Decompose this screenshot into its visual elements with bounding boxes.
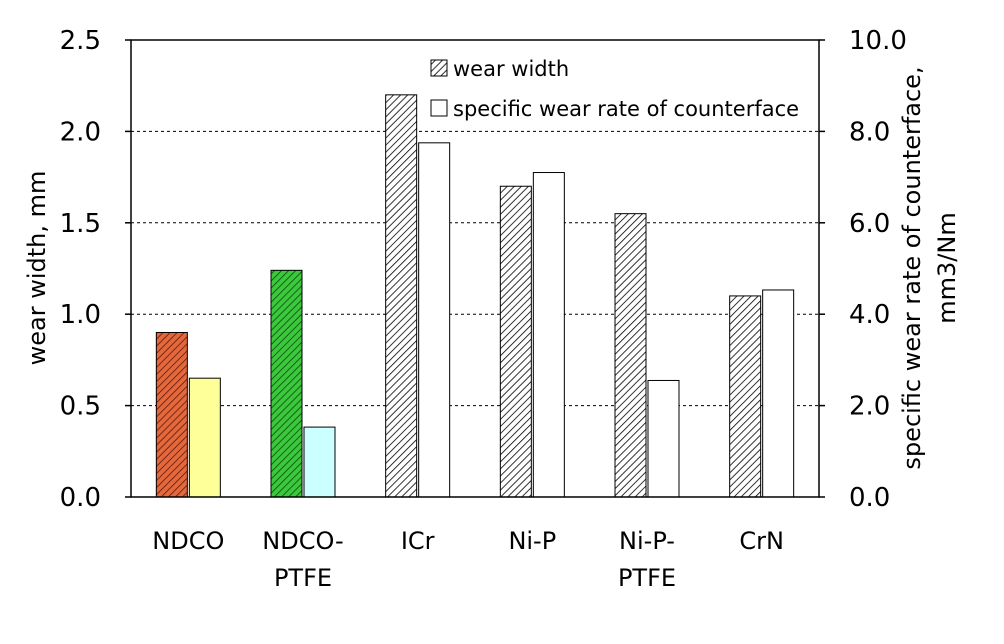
left-tick-label: 1.0: [60, 300, 101, 330]
left-tick-label: 2.0: [60, 117, 101, 147]
left-tick-label: 2.5: [60, 26, 101, 56]
bar-specific-wear-rate: [762, 289, 795, 498]
category-labels: NDCO NDCO- PTFE ICr Ni-P Ni-P- PTFE CrN: [152, 527, 784, 592]
bar-wear-width: [729, 295, 762, 498]
category-label: PTFE: [274, 564, 332, 592]
right-tick-label: 2.0: [849, 392, 890, 422]
left-tick-label: 1.5: [60, 209, 101, 239]
left-axis-ticks: 0.0 0.5 1.0 1.5 2.0 2.5: [60, 26, 131, 513]
bar-wear-width: [270, 269, 303, 498]
legend-label-specific-wear-rate: specific wear rate of counterface: [453, 97, 799, 121]
bar-wear-width: [155, 331, 188, 498]
left-tick-label: 0.0: [60, 483, 101, 513]
right-tick-label: 4.0: [849, 300, 890, 330]
bar-specific-wear-rate: [188, 377, 221, 498]
bar-specific-wear-rate: [532, 172, 565, 498]
category-label: Ni-P-: [619, 527, 675, 555]
bar-specific-wear-rate: [303, 426, 336, 498]
bar-specific-wear-rate: [647, 379, 680, 498]
legend-swatch-specific-wear-rate: [430, 99, 448, 117]
bar-wear-width: [385, 94, 418, 498]
category-label: CrN: [739, 527, 784, 555]
right-axis-ticks: 0.0 2.0 4.0 6.0 8.0 10.0: [819, 26, 907, 513]
left-tick-label: 0.5: [60, 392, 101, 422]
right-tick-label: 6.0: [849, 209, 890, 239]
plot-area-border: [130, 39, 820, 498]
right-tick-label: 10.0: [849, 26, 907, 56]
right-tick-label: 8.0: [849, 117, 890, 147]
legend-swatch-wear-width: [430, 59, 448, 77]
category-label: ICr: [401, 527, 435, 555]
gridlines: [131, 130, 819, 407]
right-tick-label: 0.0: [849, 483, 890, 513]
bar-wear-width: [499, 185, 532, 498]
y-right-axis-title-line1: specific wear rate of counterface,: [898, 66, 926, 469]
category-label: NDCO-: [262, 527, 343, 555]
bar-wear-width: [614, 213, 647, 498]
legend-label-wear-width: wear width: [453, 57, 569, 81]
category-label: NDCO: [152, 527, 224, 555]
y-left-axis-title: wear width, mm: [23, 171, 51, 366]
bar-specific-wear-rate: [418, 142, 451, 498]
category-label: Ni-P: [508, 527, 556, 555]
legend: wear width specific wear rate of counter…: [430, 57, 799, 121]
bars: [155, 94, 795, 498]
category-label: PTFE: [618, 564, 676, 592]
y-right-axis-title-line2: mm3/Nm: [933, 212, 961, 323]
